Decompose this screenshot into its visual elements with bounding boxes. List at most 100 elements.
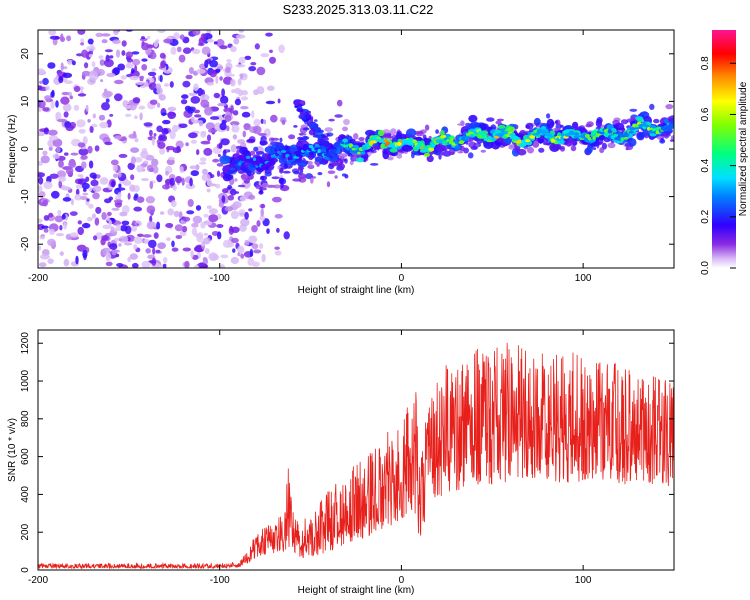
spectrogram-cell [338,162,343,167]
spectrogram-cell [149,51,157,60]
spectrogram-cell [206,221,213,226]
spectrogram-cell [519,142,524,147]
spectrogram-cell [139,75,145,79]
spectrogram-cell [45,97,51,103]
spectrogram-cell [219,155,231,165]
snr-panel: -200 -100 0 100 0 200 400 600 800 1000 1200 Heigh… [7,329,675,596]
spectrogram-cell [134,157,143,163]
spectrogram-cell [95,232,103,240]
spectrogram-cell [215,75,219,85]
spectrogram-cell [272,196,282,203]
spectrogram-cell [226,59,232,63]
spectrogram-cell [228,163,235,168]
spectrogram-cell [369,163,379,166]
spectrogram-cell [85,104,89,112]
spectrogram-cell [424,152,430,157]
spectrogram-cell [188,67,194,74]
spectrogram-cell [288,134,296,140]
spectrogram-cell [266,228,270,234]
spectrogram-cell [237,184,246,188]
spectrogram-cell [146,205,156,214]
spectrogram-cell [50,100,55,109]
spectrogram-cell [266,162,273,165]
spectrogram-cell [606,124,614,130]
spectrogram-cell [623,136,629,140]
spectrogram-cell [226,125,230,132]
spectrogram-cells [38,30,674,268]
spectrogram-cell [258,187,267,191]
spectrogram-cell [248,208,253,212]
spectrogram-cell [82,192,89,196]
spectrogram-cell [105,98,110,103]
spectrogram-cell [113,67,120,76]
spectrogram-cell [261,175,268,181]
spectrogram-cell [255,151,265,155]
spectrogram-cell [270,114,278,123]
spectrogram-cell [216,39,225,48]
spectrogram-cell [620,137,625,141]
spectrogram-cell [70,198,74,206]
spectrogram-cell [525,139,531,143]
spectrogram-cell [43,215,50,221]
spectrogram-cell [169,177,175,186]
spectrogram-cell [160,60,166,69]
spectrogram-cell [334,175,338,179]
spectrogram-cell [227,184,233,190]
spectrogram-cell [165,223,174,228]
spectrogram-cell [43,228,49,233]
spectrogram-cell [79,174,84,178]
spectrogram-cell [234,87,241,95]
spectrogram-cell [143,238,150,244]
spectrogram-cell [38,99,46,109]
spectrogram-cell [169,130,176,140]
spectrogram-cell [171,247,179,252]
snr-y-tick-label: 200 [20,523,31,540]
spectrogram-cell [225,174,234,180]
spectrogram-cell [222,188,229,194]
spectrogram-cell [516,139,523,144]
spectrogram-cell [92,113,96,119]
spectrogram-cell [202,257,208,266]
spectrogram-cell [158,94,166,101]
spectrogram-cell [159,52,166,59]
spectrogram-cell [99,177,109,185]
spectrogram-cell [129,184,136,192]
spectrogram-cell [432,143,436,147]
spectrogram-cell [185,142,189,147]
spectrogram-cell [131,51,140,55]
spectrogram-cell [60,62,64,71]
spectrogram-cell [249,150,256,156]
spectrogram-cell [272,158,279,163]
spectrogram-cell [172,124,179,133]
spectrogram-cell [527,146,534,154]
snr-y-tick-label: 600 [20,448,31,465]
spectrogram-cell [306,110,311,114]
spectrogram-cell [64,152,69,156]
spectrogram-cell [109,55,114,59]
spectrogram-cell [74,194,82,201]
spectrogram-cell [114,79,124,85]
spectrogram-cell [82,136,88,145]
spectrogram-cell [161,112,168,116]
spectrogram-cell [114,93,123,102]
spectrogram-cell [259,243,264,250]
spectrogram-cell [412,139,417,143]
spectrogram-cell [495,120,502,125]
spectrogram-x-tick-label: -200 [28,273,48,284]
spectrogram-cell [80,38,85,43]
spectrogram-cell [110,226,115,233]
spectrogram-cell [156,125,163,133]
spectrogram-cell [62,197,72,202]
spectrogram-cell [202,168,208,175]
spectrogram-cell [260,208,265,217]
spectrogram-cell [82,249,88,259]
spectrogram-cell [308,129,316,136]
spectrogram-cell [178,211,183,220]
spectrogram-cell [240,106,249,110]
spectrogram-cell [438,139,443,144]
spectrogram-cell [546,118,555,129]
spectrogram-cell [256,220,261,227]
spectrogram-cell [124,242,133,246]
spectrogram-cell [235,34,246,39]
